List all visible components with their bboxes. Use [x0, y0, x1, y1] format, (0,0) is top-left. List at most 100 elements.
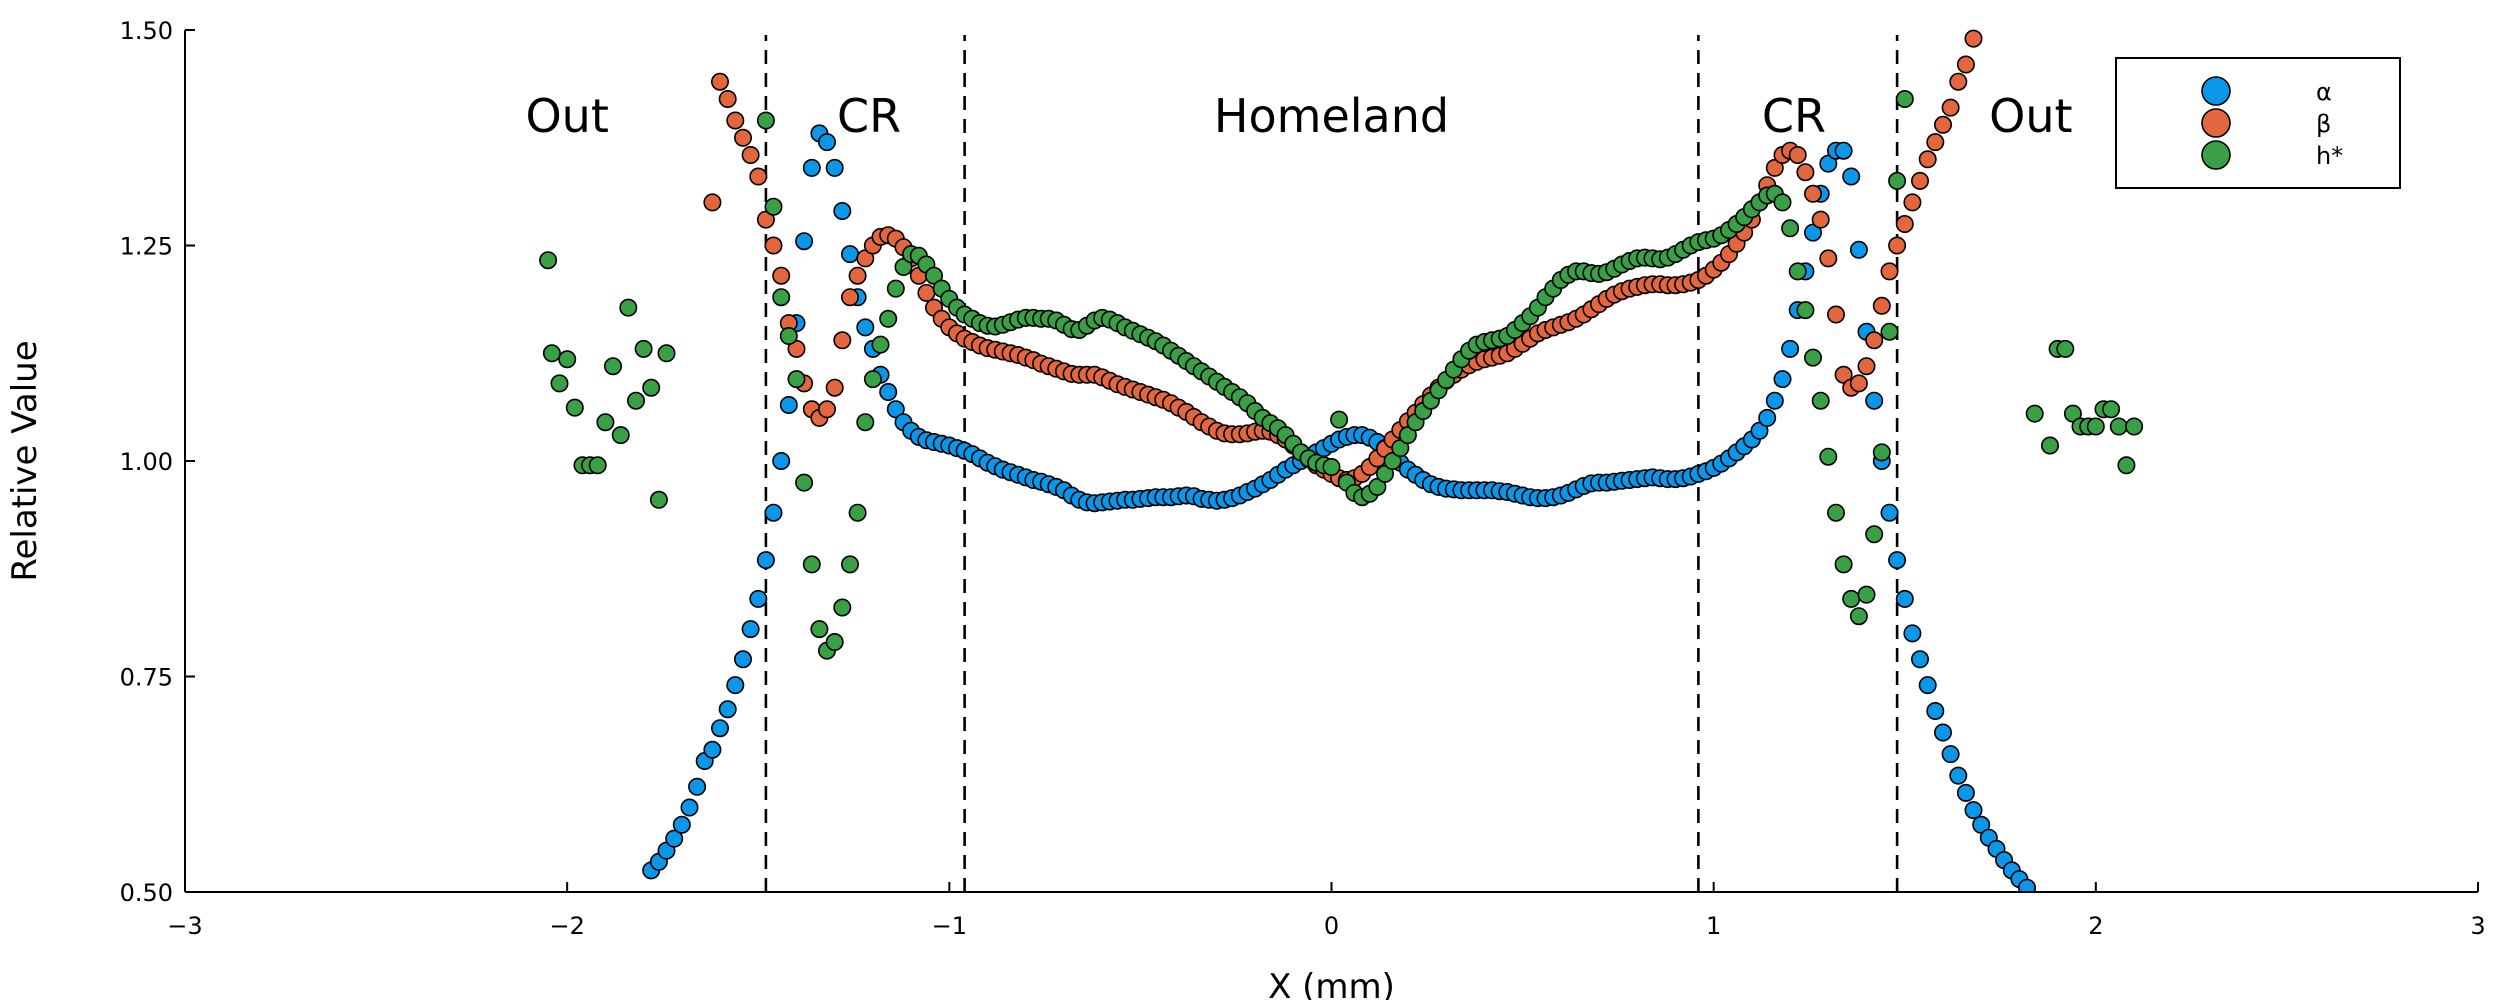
data-point	[840, 288, 859, 307]
legend-label: h*	[2316, 142, 2343, 170]
x-tick-label: −1	[932, 912, 967, 940]
data-point	[1383, 451, 1402, 470]
legend-marker	[2201, 140, 2231, 170]
data-point	[2056, 339, 2075, 358]
data-point	[2041, 436, 2060, 455]
data-point	[2086, 417, 2105, 436]
data-point	[1788, 262, 1807, 281]
data-point	[772, 288, 791, 307]
data-point	[710, 719, 729, 738]
data-point	[726, 676, 745, 695]
region-label: Out	[525, 89, 608, 143]
data-point	[848, 503, 867, 522]
data-point	[917, 283, 936, 302]
data-point	[1872, 296, 1891, 315]
data-point	[779, 326, 798, 345]
data-point	[1903, 624, 1922, 643]
region-labels: Out CR Homeland CR Out	[525, 89, 2072, 143]
data-point	[1865, 525, 1884, 544]
legend: αβ h*	[2115, 57, 2401, 189]
data-point	[680, 798, 699, 817]
data-point	[833, 331, 852, 350]
data-point	[657, 344, 676, 363]
data-point	[1934, 115, 1953, 134]
data-point	[802, 158, 821, 177]
data-point	[1804, 184, 1823, 203]
data-point	[817, 133, 836, 152]
data-point	[1796, 301, 1815, 320]
data-point	[733, 128, 752, 147]
data-point	[779, 395, 798, 414]
data-point	[1819, 249, 1838, 268]
data-point	[1895, 90, 1914, 109]
data-point	[1857, 357, 1876, 376]
data-point	[596, 413, 615, 432]
data-point	[1788, 146, 1807, 165]
y-tick-label: 0.75	[120, 664, 173, 692]
data-point	[795, 232, 814, 251]
data-point	[772, 266, 791, 285]
region-label: CR	[1762, 89, 1826, 143]
data-point	[1880, 262, 1899, 281]
data-point	[772, 451, 791, 470]
data-point	[2102, 400, 2121, 419]
data-point	[840, 555, 859, 574]
data-point	[1811, 391, 1830, 410]
data-point	[2117, 456, 2136, 475]
data-point	[718, 90, 737, 109]
data-point	[833, 598, 852, 617]
data-point	[665, 829, 684, 848]
x-tick-label: 0	[1324, 912, 1339, 940]
data-point	[1758, 408, 1777, 427]
data-point	[1398, 426, 1417, 445]
data-point	[817, 400, 836, 419]
data-point	[1773, 370, 1792, 389]
data-point	[672, 815, 691, 834]
data-point	[1834, 141, 1853, 160]
data-point	[1804, 223, 1823, 242]
data-point	[1956, 783, 1975, 802]
data-point	[588, 456, 607, 475]
data-point	[733, 650, 752, 669]
data-point	[703, 193, 722, 212]
data-point	[619, 298, 638, 317]
data-point	[764, 236, 783, 255]
data-point	[1956, 55, 1975, 74]
data-point	[1872, 443, 1891, 462]
data-point	[2125, 417, 2144, 436]
data-point	[1781, 339, 1800, 358]
axes: −3 −2 −1 0 1 2 3 0.50 0.75 1.00 1.25 1.50 X (mm) Rela…	[5, 17, 2486, 1000]
data-point	[1819, 447, 1838, 466]
data-point	[1750, 421, 1769, 440]
data-point	[1964, 29, 1983, 48]
data-point	[1964, 801, 1983, 820]
data-point	[1827, 503, 1846, 522]
data-point	[1322, 457, 1341, 476]
data-point	[886, 279, 905, 298]
data-point	[749, 589, 768, 608]
data-point	[756, 111, 775, 130]
data-point	[871, 335, 890, 354]
data-point	[810, 620, 829, 639]
data-point	[550, 374, 569, 393]
data-point	[879, 382, 898, 401]
data-point	[1827, 305, 1846, 324]
data-point	[1804, 348, 1823, 367]
y-tick-label: 1.00	[120, 448, 173, 476]
data-point	[863, 370, 882, 389]
data-point	[1918, 676, 1937, 695]
y-tick-label: 1.50	[120, 17, 173, 45]
region-label: Out	[1989, 89, 2072, 143]
data-point	[1941, 98, 1960, 117]
data-point	[1865, 391, 1884, 410]
data-point	[710, 72, 729, 91]
data-point	[1911, 650, 1930, 669]
data-point	[1934, 723, 1953, 742]
series-layer	[539, 29, 2144, 892]
data-point	[611, 426, 630, 445]
data-point	[856, 413, 875, 432]
data-point	[787, 339, 806, 358]
data-point	[539, 251, 558, 270]
data-point	[626, 391, 645, 410]
data-point	[1796, 163, 1815, 182]
